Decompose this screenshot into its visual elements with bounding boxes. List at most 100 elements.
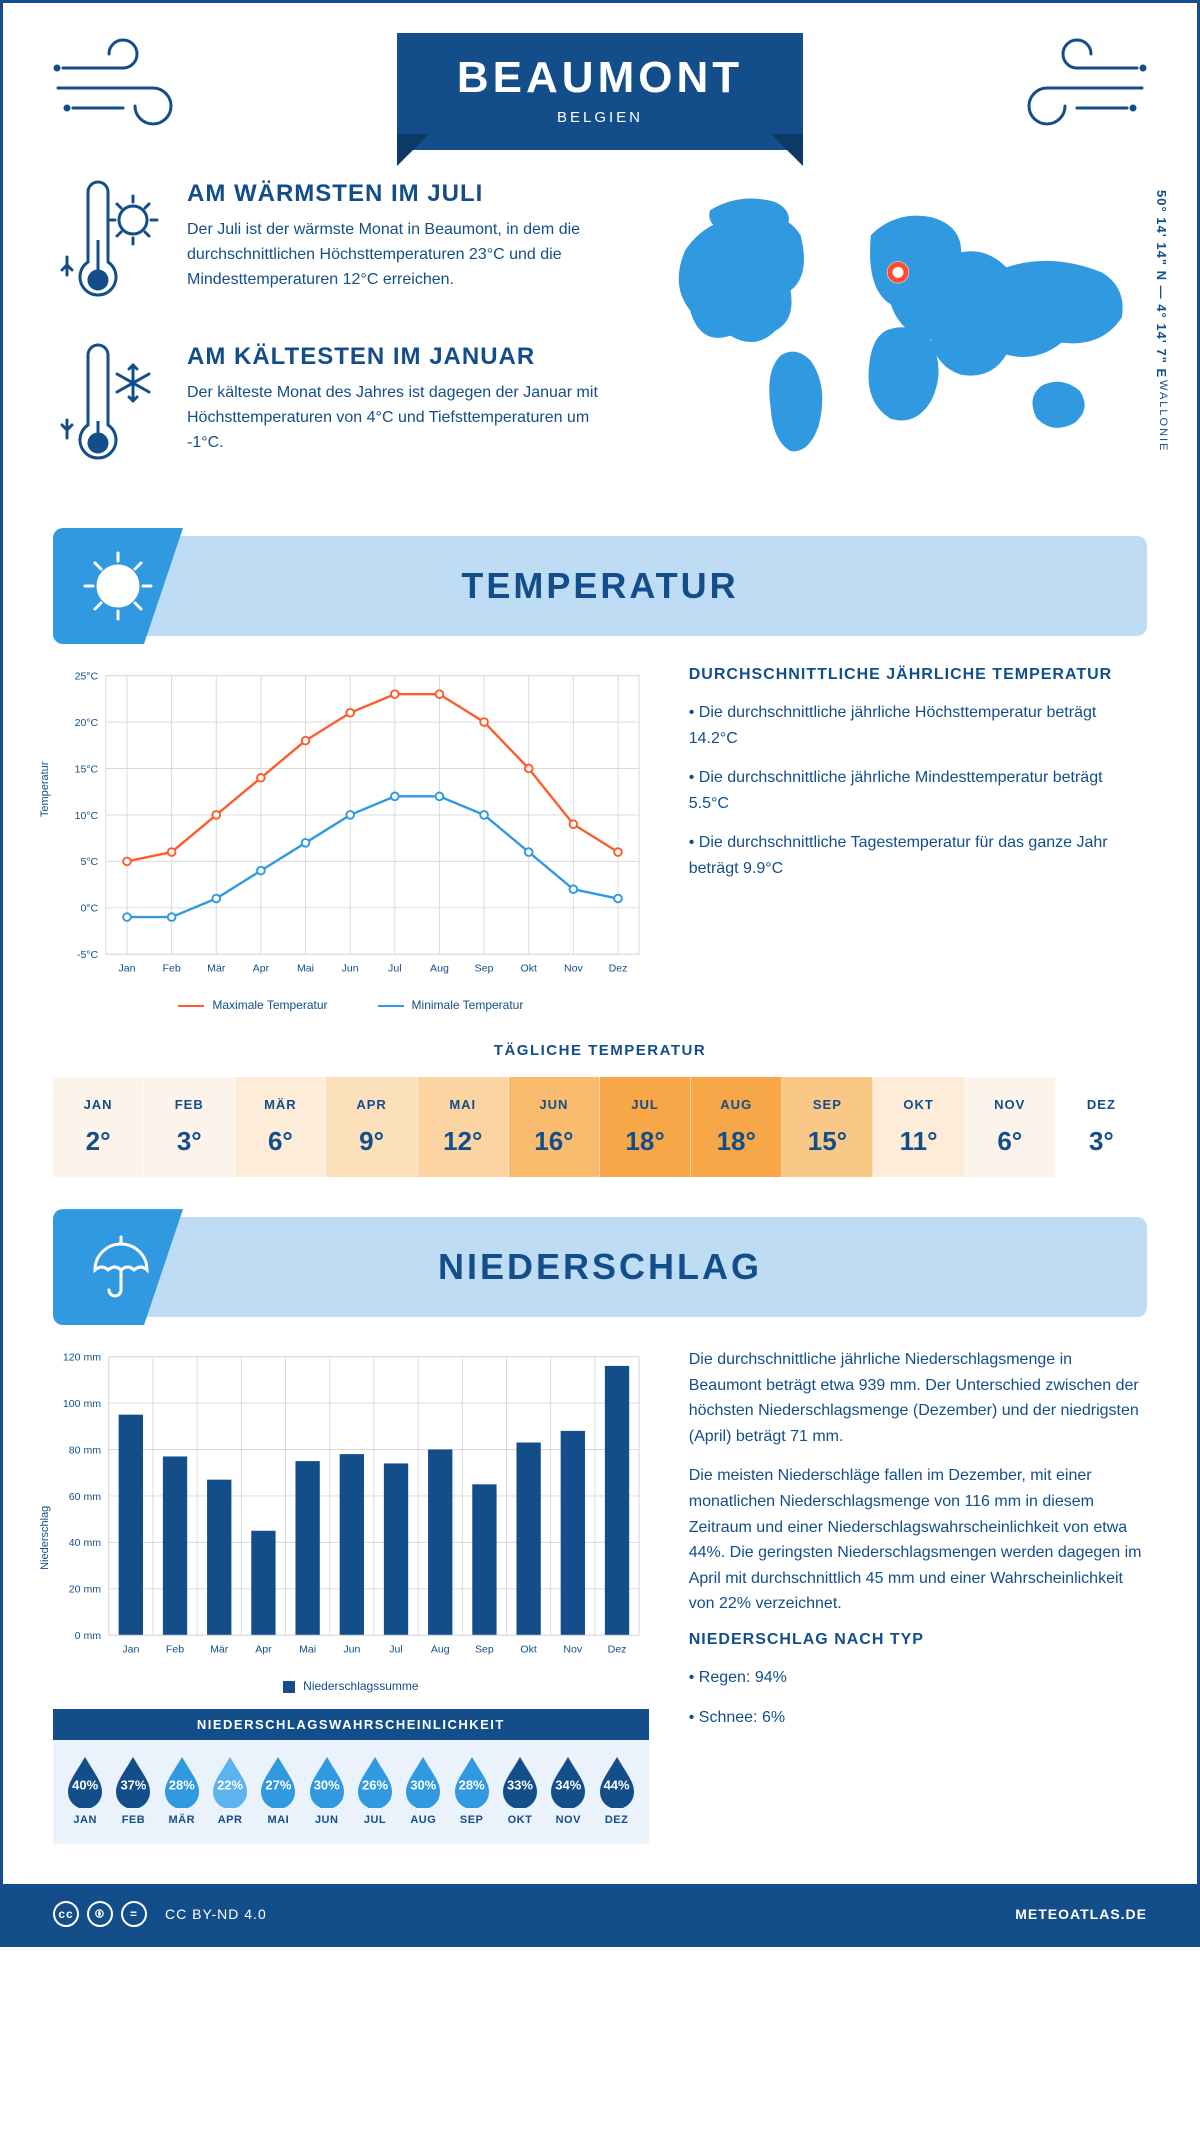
- daily-cell: APR9°: [326, 1077, 417, 1177]
- daily-cell: MAI12°: [418, 1077, 509, 1177]
- daily-month: JAN: [84, 1097, 113, 1112]
- legend-max: Maximale Temperatur: [178, 998, 327, 1012]
- svg-text:Feb: Feb: [166, 1644, 184, 1656]
- daily-cell: JUL18°: [600, 1077, 691, 1177]
- precip-legend: Niederschlagssumme: [53, 1679, 649, 1693]
- license: cc 🅯 = CC BY-ND 4.0: [53, 1901, 267, 1927]
- svg-text:Jul: Jul: [389, 1644, 402, 1656]
- cold-title: AM KÄLTESTEN IM JANUAR: [187, 343, 605, 371]
- prob-value: 30%: [314, 1778, 340, 1793]
- svg-text:Sep: Sep: [475, 1644, 494, 1656]
- svg-text:20 mm: 20 mm: [69, 1584, 101, 1596]
- svg-text:Apr: Apr: [253, 963, 270, 975]
- raindrop-icon: 26%: [353, 1754, 397, 1808]
- daily-month: MÄR: [264, 1097, 297, 1112]
- prob-month: JAN: [61, 1814, 109, 1826]
- prob-value: 26%: [362, 1778, 388, 1793]
- svg-text:10°C: 10°C: [75, 810, 99, 822]
- svg-text:25°C: 25°C: [75, 670, 99, 682]
- section-bar-precip: NIEDERSCHLAG: [53, 1217, 1147, 1317]
- by-icon: 🅯: [87, 1901, 113, 1927]
- daily-cell: SEP 15°: [782, 1077, 873, 1177]
- prob-month: SEP: [447, 1814, 495, 1826]
- daily-month: JUL: [631, 1097, 659, 1112]
- warm-title: AM WÄRMSTEN IM JULI: [187, 180, 605, 208]
- svg-text:Mai: Mai: [299, 1644, 316, 1656]
- prob-value: 30%: [410, 1778, 436, 1793]
- svg-text:Aug: Aug: [430, 963, 449, 975]
- prob-value: 44%: [604, 1778, 630, 1793]
- daily-month: OKT: [903, 1097, 933, 1112]
- prob-month: JUN: [303, 1814, 351, 1826]
- raindrop-icon: 34%: [546, 1754, 590, 1808]
- svg-text:60 mm: 60 mm: [69, 1491, 101, 1503]
- section-title-temp: TEMPERATUR: [53, 565, 1147, 607]
- precip-p2: Die meisten Niederschläge fallen im Deze…: [689, 1463, 1147, 1617]
- world-map: 50° 14' 14" N — 4° 14' 7" E WALLONIE: [645, 180, 1147, 506]
- sun-icon: [53, 528, 183, 644]
- daily-cell: JUN 16°: [509, 1077, 600, 1177]
- daily-value: 6°: [997, 1126, 1022, 1157]
- precip-chart-row: Niederschlag 0 mm20 mm40 mm60 mm80 mm100…: [53, 1347, 1147, 1844]
- daily-value: 16°: [534, 1126, 573, 1157]
- prob-month: MÄR: [158, 1814, 206, 1826]
- precip-text-title: NIEDERSCHLAG NACH TYP: [689, 1631, 1147, 1649]
- daily-value: 11°: [900, 1126, 938, 1157]
- prob-month: JUL: [351, 1814, 399, 1826]
- daily-month: JUN: [539, 1097, 568, 1112]
- daily-cell: DEZ3°: [1056, 1077, 1147, 1177]
- legend-min: Minimale Temperatur: [378, 998, 524, 1012]
- daily-value: 15°: [808, 1126, 847, 1157]
- daily-month: SEP: [813, 1097, 842, 1112]
- legend-bar: Niederschlagssumme: [283, 1679, 418, 1693]
- prob-month: OKT: [496, 1814, 544, 1826]
- svg-text:Apr: Apr: [255, 1644, 272, 1656]
- city-name: BEAUMONT: [457, 53, 743, 103]
- coordinates: 50° 14' 14" N — 4° 14' 7" E: [1154, 190, 1169, 378]
- raindrop-icon: 37%: [111, 1754, 155, 1808]
- svg-text:Okt: Okt: [520, 963, 536, 975]
- svg-text:Sep: Sep: [475, 963, 494, 975]
- cc-icon: cc: [53, 1901, 79, 1927]
- cold-text: Der kälteste Monat des Jahres ist dagege…: [187, 381, 605, 455]
- temp-line-chart: Temperatur -5°C0°C5°C10°C15°C20°C25°CJan…: [53, 666, 649, 1012]
- daily-value: 12°: [443, 1126, 482, 1157]
- raindrop-icon: 28%: [160, 1754, 204, 1808]
- prob-cell: 28% MÄR: [158, 1754, 206, 1826]
- svg-text:Dez: Dez: [609, 963, 628, 975]
- svg-text:Aug: Aug: [431, 1644, 450, 1656]
- warmest-block: AM WÄRMSTEN IM JULI Der Juli ist der wär…: [53, 180, 605, 315]
- prob-cell: 28% SEP: [447, 1754, 495, 1826]
- prob-month: AUG: [399, 1814, 447, 1826]
- prob-cell: 34% NOV: [544, 1754, 592, 1826]
- daily-month: AUG: [720, 1097, 752, 1112]
- temp-chart-row: Temperatur -5°C0°C5°C10°C15°C20°C25°CJan…: [53, 666, 1147, 1012]
- prob-cell: 30% JUN: [303, 1754, 351, 1826]
- svg-text:20°C: 20°C: [75, 717, 99, 729]
- temp-text-p3: • Die durchschnittliche Tagestemperatur …: [689, 830, 1147, 881]
- umbrella-icon: [53, 1209, 183, 1325]
- temp-text-p2: • Die durchschnittliche jährliche Mindes…: [689, 765, 1147, 816]
- svg-text:Jun: Jun: [342, 963, 359, 975]
- daily-value: 6°: [268, 1126, 293, 1157]
- raindrop-icon: 40%: [63, 1754, 107, 1808]
- country-name: BELGIEN: [457, 109, 743, 126]
- daily-month: FEB: [175, 1097, 204, 1112]
- raindrop-icon: 44%: [595, 1754, 639, 1808]
- daily-month: APR: [356, 1097, 386, 1112]
- prob-cell: 22%APR: [206, 1754, 254, 1826]
- region-label: WALLONIE: [1157, 380, 1169, 452]
- prob-month: NOV: [544, 1814, 592, 1826]
- header: BEAUMONT BELGIEN: [53, 33, 1147, 150]
- summary: AM WÄRMSTEN IM JULI Der Juli ist der wär…: [53, 180, 1147, 506]
- content: BEAUMONT BELGIEN AM WÄRMSTE: [3, 3, 1197, 1844]
- prob-cell: 33%OKT: [496, 1754, 544, 1826]
- y-axis-label: Niederschlag: [39, 1505, 51, 1569]
- svg-text:100 mm: 100 mm: [63, 1398, 101, 1410]
- daily-value: 2°: [86, 1126, 111, 1157]
- svg-text:Jan: Jan: [122, 1644, 139, 1656]
- wind-icon: [997, 33, 1147, 133]
- daily-temp-grid: JAN2°FEB3°MÄR6°APR9°MAI12°JUN16°JUL18°AU…: [53, 1077, 1147, 1177]
- raindrop-icon: 28%: [450, 1754, 494, 1808]
- prob-cell: 27%MAI: [254, 1754, 302, 1826]
